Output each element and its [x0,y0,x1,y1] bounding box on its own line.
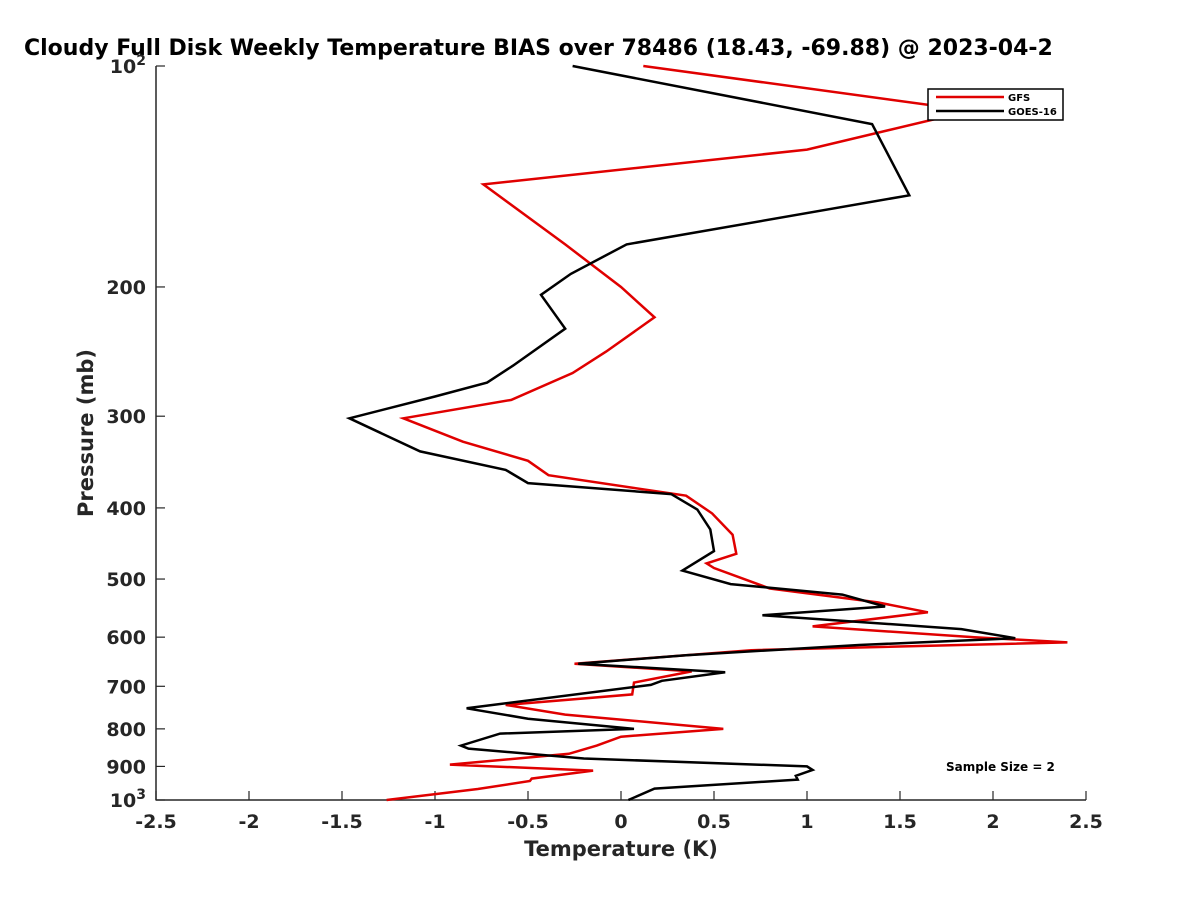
series-line-goes-16 [345,64,1016,802]
x-tick-label: 2.5 [1069,811,1103,833]
y-tick-label: 102 [110,53,146,78]
x-tick-label: 2 [986,811,999,833]
y-tick-label: 700 [106,676,146,698]
y-tick-label: 900 [106,756,146,778]
sample-size-annotation: Sample Size = 2 [946,760,1055,774]
x-axis-label: Temperature (K) [524,837,718,861]
plot-area: -2.5 -2 -1.5 -1 -0.5 0 0.5 1 1.5 2 2.5 102 200 300 400… [106,53,1103,833]
x-tick-label: 0.5 [697,811,731,833]
x-tick-label: -1 [424,811,445,833]
y-tick-label: 200 [106,277,146,299]
chart-title: Cloudy Full Disk Weekly Temperature BIAS… [24,36,1053,61]
legend-label: GFS [1008,93,1030,104]
x-tick-label: -0.5 [507,811,549,833]
y-tick-label: 103 [110,787,146,812]
y-tick-label: 400 [106,498,146,520]
x-tick-label: 1.5 [883,811,917,833]
y-tick-label: 800 [106,719,146,741]
legend-box [927,88,1064,121]
y-tick-label: 600 [106,627,146,649]
legend-label: GOES-16 [1008,107,1057,118]
x-tick-label: 1 [800,811,813,833]
y-tick-label: 300 [106,406,146,428]
x-tick-label: -2.5 [135,811,177,833]
x-tick-label: -1.5 [321,811,363,833]
y-tick-label: 500 [106,569,146,591]
series-line-gfs [386,64,1068,802]
x-tick-label: -2 [238,811,259,833]
y-axis-label: Pressure (mb) [74,349,98,517]
legend: GFS GOES-16 [927,88,1064,121]
x-tick-label: 0 [614,811,627,833]
